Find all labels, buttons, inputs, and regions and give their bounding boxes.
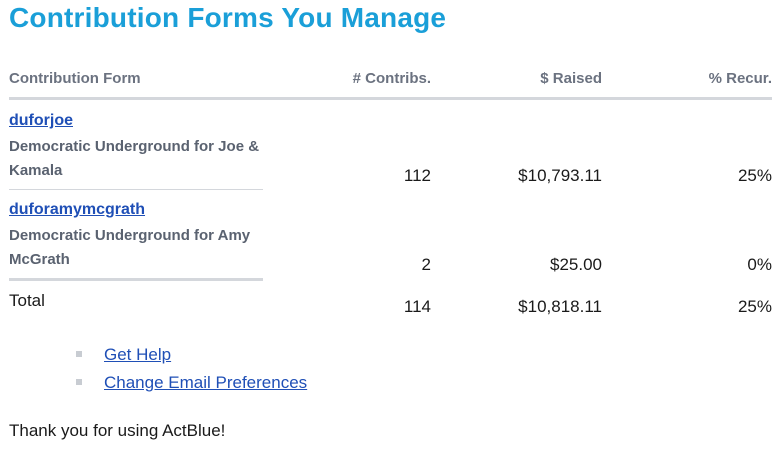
thank-you-message: Thank you for using ActBlue! (9, 421, 226, 440)
contribs-count: 112 (403, 166, 431, 185)
recur-percent: 0% (747, 255, 772, 274)
get-help-link[interactable]: Get Help (104, 345, 172, 364)
form-link-duforamymcgrath[interactable]: duforamymcgrath (9, 201, 146, 218)
page-title: Contribution Forms You Manage (9, 2, 447, 33)
form-link-duforjoe[interactable]: duforjoe (9, 112, 73, 129)
bullet-icon (76, 379, 82, 385)
total-raised: $10,818.11 (518, 297, 602, 316)
raised-amount: $25.00 (550, 255, 602, 274)
bullet-icon (76, 351, 82, 357)
row-divider (9, 278, 263, 281)
row-divider (9, 189, 263, 190)
form-name: Democratic Underground for Amy McGrath (9, 227, 251, 268)
column-header-recur: % Recur. (708, 70, 772, 87)
list-item: Get Help (76, 344, 307, 372)
help-links-list: Get Help Change Email Preferences (76, 344, 307, 400)
form-name: Democratic Underground for Joe & Kamala (9, 138, 260, 179)
total-label: Total (9, 291, 45, 310)
raised-amount: $10,793.11 (518, 166, 602, 185)
recur-percent: 25% (737, 166, 772, 185)
change-email-preferences-link[interactable]: Change Email Preferences (104, 373, 308, 392)
total-recur: 25% (737, 297, 772, 316)
list-item: Change Email Preferences (76, 372, 307, 400)
column-header-raised: $ Raised (540, 70, 602, 87)
column-header-form: Contribution Form (9, 70, 141, 87)
total-contribs: 114 (403, 297, 431, 316)
header-divider (9, 97, 772, 100)
contribs-count: 2 (421, 255, 431, 274)
column-header-contribs: # Contribs. (352, 70, 431, 87)
